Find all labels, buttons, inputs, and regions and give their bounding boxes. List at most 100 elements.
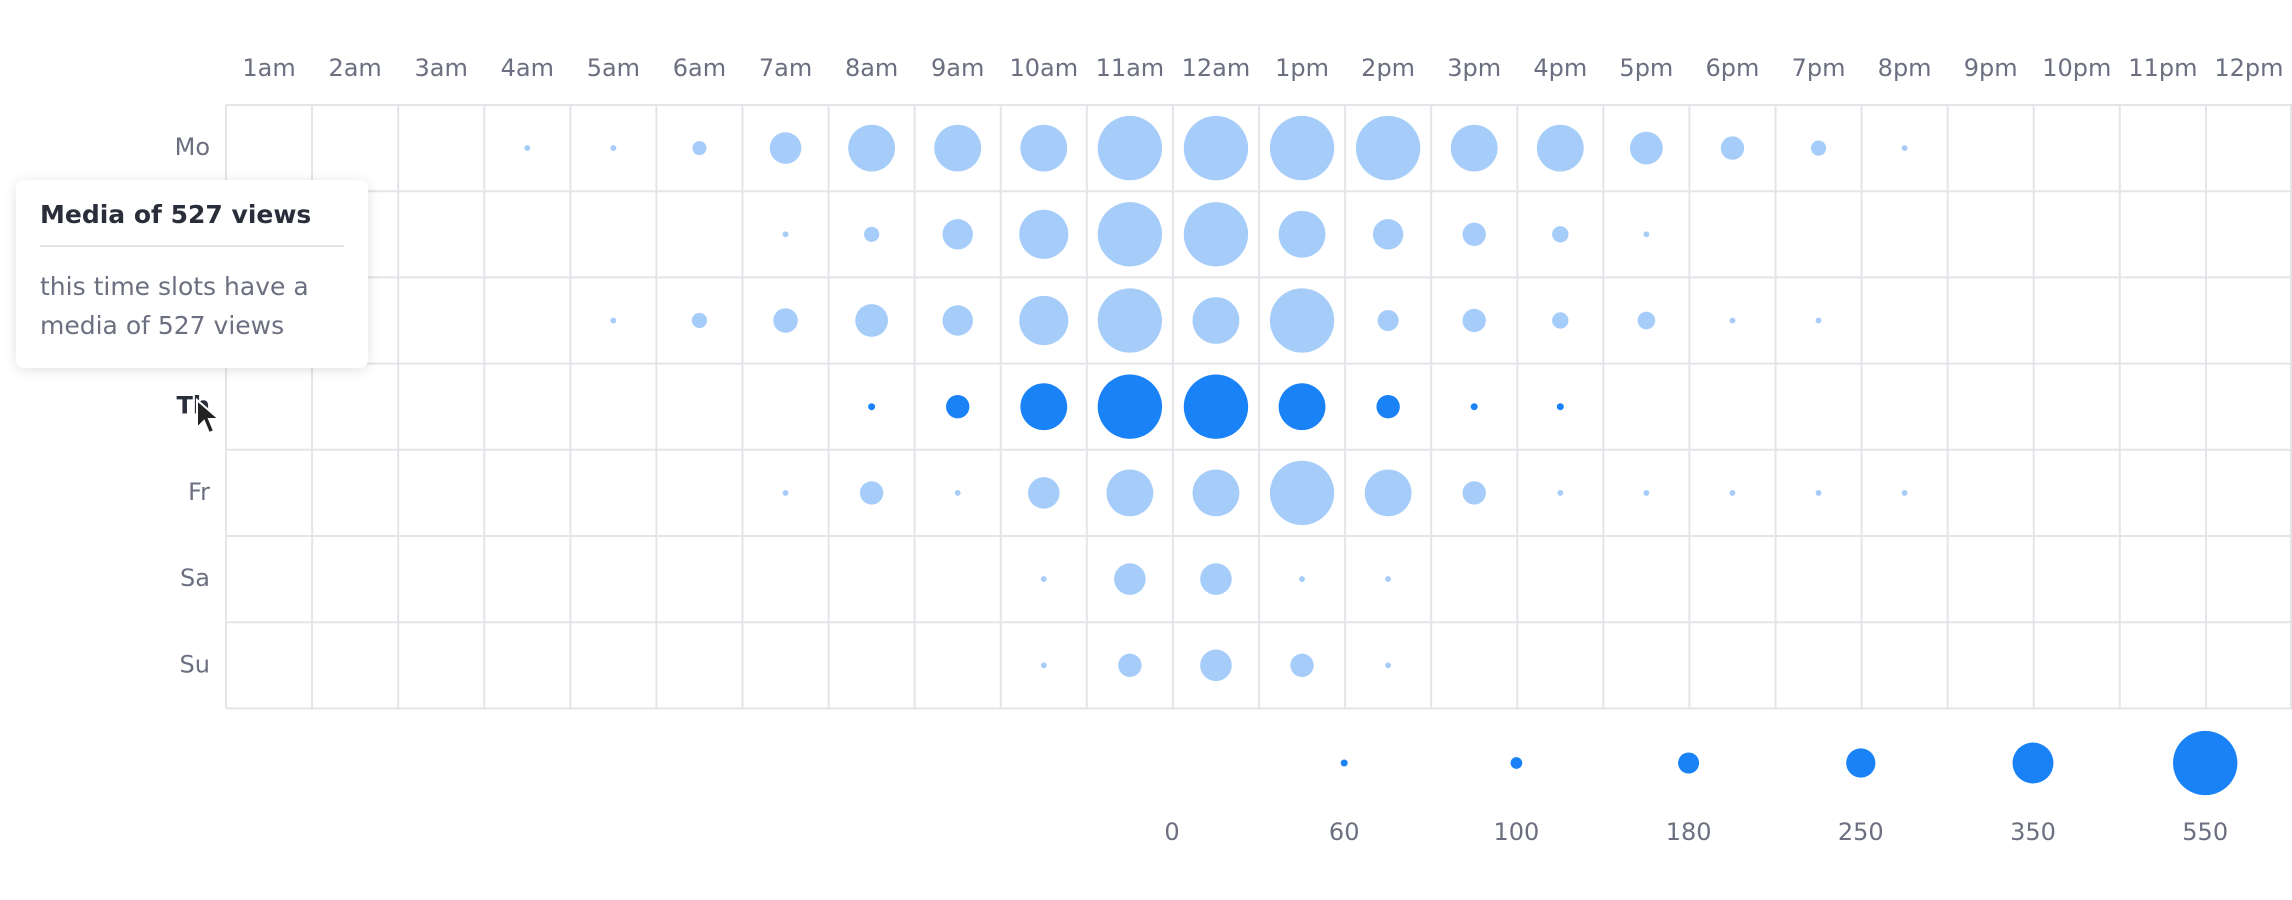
- legend-label: 550: [2182, 818, 2228, 846]
- x-tick-label: 7am: [759, 54, 812, 82]
- bubble: [782, 489, 789, 496]
- bubble: [1377, 309, 1399, 332]
- bubble: [946, 395, 970, 419]
- bubble: [868, 403, 876, 411]
- bubble: [1097, 202, 1163, 267]
- bubble: [864, 226, 880, 242]
- bubble: [1040, 576, 1047, 583]
- legend-label: 250: [1838, 818, 1884, 846]
- bubble: [1470, 403, 1478, 411]
- bubble: [1536, 124, 1584, 172]
- bubble: [1183, 374, 1249, 439]
- bubble: [1376, 395, 1400, 419]
- x-tick-label: 6pm: [1706, 54, 1760, 82]
- legend-label: 100: [1493, 818, 1539, 846]
- legend-bubble: [2173, 730, 2238, 796]
- bubble: [1385, 662, 1392, 669]
- bubble: [942, 219, 973, 250]
- legend-label: 0: [1164, 818, 1179, 846]
- row-label: Sa: [180, 564, 210, 592]
- bubble: [1810, 140, 1827, 156]
- bubble: [1901, 145, 1908, 152]
- row-label: Fr: [188, 478, 210, 506]
- bubble: [954, 489, 961, 496]
- bubble: [610, 317, 617, 324]
- x-tick-label: 10am: [1009, 54, 1078, 82]
- x-tick-label: 10pm: [2042, 54, 2111, 82]
- bubble: [1027, 477, 1060, 509]
- bubble: [1901, 489, 1908, 496]
- x-tick-label: 3am: [415, 54, 468, 82]
- bubble: [1462, 308, 1486, 333]
- x-tick-label: 8pm: [1878, 54, 1932, 82]
- bubble: [1815, 489, 1822, 496]
- x-tick-label: 8am: [845, 54, 898, 82]
- x-tick-label: 11pm: [2128, 54, 2197, 82]
- bubble: [942, 305, 973, 336]
- row-label: Mo: [175, 133, 210, 161]
- bubble: [1556, 403, 1564, 411]
- bubble: [782, 231, 789, 238]
- bubble: [1720, 136, 1745, 160]
- x-tick-label: 11am: [1096, 54, 1165, 82]
- legend-bubble: [1846, 748, 1876, 778]
- bubble: [1183, 202, 1249, 267]
- bubble: [1364, 469, 1412, 517]
- legend-bubble: [1340, 759, 1348, 767]
- row-label: Su: [180, 650, 210, 678]
- legend-bubble: [2012, 742, 2054, 784]
- legend-bubble: [1678, 752, 1700, 774]
- x-tick-label: 12am: [1182, 54, 1251, 82]
- bubble: [1557, 489, 1564, 496]
- x-tick-label: 7pm: [1792, 54, 1846, 82]
- x-tick-label: 12pm: [2214, 54, 2283, 82]
- bubble: [1462, 481, 1486, 505]
- bubble: [1192, 469, 1240, 517]
- x-tick-label: 5pm: [1619, 54, 1673, 82]
- bubble: [855, 304, 889, 337]
- bubble: [1290, 653, 1314, 677]
- bubble: [1183, 115, 1249, 181]
- bubble: [1278, 210, 1326, 258]
- bubble: [1019, 295, 1069, 346]
- bubble: [1643, 489, 1650, 496]
- bubble: [1020, 383, 1068, 431]
- legend-bubble: [1510, 757, 1523, 769]
- bubble: [1278, 383, 1326, 431]
- bubble: [1729, 489, 1736, 496]
- bubble: [1355, 115, 1421, 181]
- tooltip-text: this time slots have a media of 527 view…: [40, 272, 309, 340]
- bubble: [859, 481, 884, 505]
- bubble: [1552, 312, 1569, 329]
- bubble: [610, 145, 617, 152]
- bubble: [1097, 115, 1163, 181]
- bubble: [1269, 288, 1335, 353]
- legend-label: 60: [1329, 818, 1360, 846]
- x-tick-label: 3pm: [1447, 54, 1501, 82]
- bubble: [691, 312, 708, 329]
- bubble: [934, 124, 982, 172]
- bubble: [1629, 131, 1663, 165]
- x-tick-label: 4am: [501, 54, 554, 82]
- cursor: [196, 398, 222, 435]
- tooltip: Media of 527 views this time slots have …: [16, 180, 368, 368]
- x-tick-label: 1pm: [1275, 54, 1329, 82]
- bubble: [1815, 317, 1822, 324]
- x-tick-label: 5am: [587, 54, 640, 82]
- bubble: [1097, 374, 1163, 439]
- tooltip-title: Media of 527 views: [40, 200, 344, 247]
- bubble: [1118, 653, 1142, 677]
- bubble: [1637, 311, 1656, 330]
- bubble: [1729, 317, 1736, 324]
- bubble: [1020, 124, 1068, 172]
- bubble: [1200, 563, 1232, 595]
- bubble: [1299, 576, 1305, 583]
- bubble: [1385, 576, 1392, 583]
- bubble: [1269, 460, 1335, 526]
- bubble: [848, 124, 896, 172]
- bubble: [1643, 231, 1650, 238]
- x-tick-label: 4pm: [1533, 54, 1587, 82]
- bubble: [773, 308, 798, 333]
